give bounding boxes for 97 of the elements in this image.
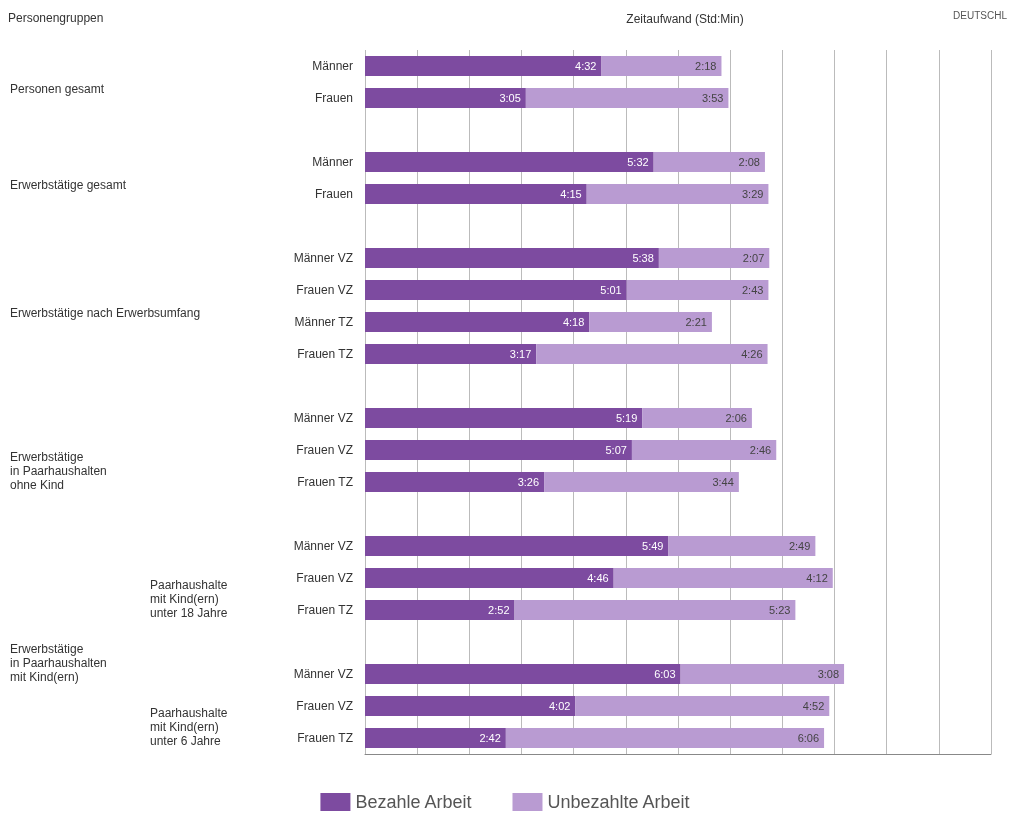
y-tick-label: Frauen VZ [296,571,353,585]
data-label: 4:18 [562,316,585,328]
bar [589,312,712,332]
data-label: 5:32 [627,156,649,168]
data-label: 4:02 [548,700,571,712]
y-tick-label: Frauen TZ [297,347,353,361]
y-tick-label: Männer TZ [294,315,353,329]
data-label: 6:06 [797,732,820,744]
bar [575,696,830,716]
data-label: 3:17 [509,348,532,360]
bar [680,664,845,684]
text: Erwerbstätige in Paarhaushalten ohne Kind [10,450,107,492]
bar [525,88,729,108]
data-label: 2:49 [788,540,811,552]
y-tick-label: Frauen TZ [297,603,353,617]
bar [365,536,669,556]
text: DEUTSCHL [953,9,1008,21]
data-label: 2:18 [695,60,717,72]
data-label: 3:44 [712,476,734,488]
y-tick-label: Männer VZ [293,411,353,425]
text: Personengruppen [8,11,104,25]
bar [365,344,537,364]
data-label: 5:49 [642,540,664,552]
y-tick-label: Frauen TZ [297,475,353,489]
bar [365,728,506,748]
text: Paarhaushalte mit Kind(ern) unter 18 Jahre [150,578,228,620]
bar [631,440,777,460]
y-tick-label: Frauen [314,187,353,201]
data-label: 2:08 [738,156,760,168]
y-tick-label: Frauen VZ [296,283,353,297]
data-label: 2:06 [725,412,747,424]
data-label: 6:03 [654,668,676,680]
bar [514,600,796,620]
bar [365,248,659,268]
bar [536,344,768,364]
data-label: 3:05 [499,92,521,104]
bar [668,536,816,556]
y-tick-label: Männer [312,155,353,169]
bar [658,248,770,268]
bar [365,600,515,620]
data-label: 5:23 [768,604,791,616]
y-tick-label: Frauen VZ [296,443,353,457]
data-label: 4:32 [575,60,597,72]
bar [653,152,765,172]
bar [365,88,526,108]
y-tick-label: Frauen [314,91,353,105]
data-label: 3:53 [702,92,724,104]
data-label: 3:08 [817,668,840,680]
data-label: 3:26 [517,476,540,488]
bar [365,184,587,204]
bar [626,280,769,300]
bar [365,472,545,492]
y-tick-label: Frauen TZ [297,731,353,745]
data-label: 2:46 [749,444,772,456]
y-tick-label: Männer [312,59,353,73]
legend-label: Bezahle Arbeit [355,792,472,812]
legend-label: Unbezahlte Arbeit [547,792,690,812]
data-label: 2:52 [488,604,510,616]
text: Personen gesamt [10,82,105,96]
y-tick-label: Männer VZ [293,251,353,265]
bar [642,408,752,428]
text: Erwerbstätige nach Erwerbsumfang [10,306,201,320]
bar [365,408,643,428]
bar [601,56,722,76]
bar [365,696,576,716]
text: Erwerbstätige gesamt [10,178,127,192]
data-label: 2:07 [742,252,765,264]
bar [505,728,825,748]
bar [365,280,627,300]
bar [365,664,681,684]
data-label: 4:12 [806,572,828,584]
text: Paarhaushalte mit Kind(ern) unter 6 Jahre [150,706,228,748]
data-label: 5:38 [632,252,654,264]
bar [365,312,590,332]
text: Erwerbstätige in Paarhaushalten mit Kind(ern) [10,642,107,684]
bar [365,440,632,460]
bar [365,56,602,76]
data-label: 4:15 [560,188,582,200]
y-tick-label: Männer VZ [293,539,353,553]
data-label: 2:21 [685,316,707,328]
data-label: 5:01 [600,284,622,296]
y-tick-label: Frauen VZ [296,699,353,713]
x-axis-title: Zeitaufwand (Std:Min) [626,12,744,26]
data-label: 4:26 [741,348,763,360]
data-label: 3:29 [742,188,764,200]
y-tick-label: Männer VZ [293,667,353,681]
data-label: 2:42 [479,732,501,744]
data-label: 2:43 [742,284,764,296]
data-label: 4:52 [802,700,825,712]
bar [613,568,833,588]
data-label: 5:19 [615,412,638,424]
data-label: 4:46 [587,572,609,584]
bar [544,472,739,492]
bar [586,184,769,204]
data-label: 5:07 [605,444,627,456]
bar [365,152,654,172]
bar [365,568,614,588]
